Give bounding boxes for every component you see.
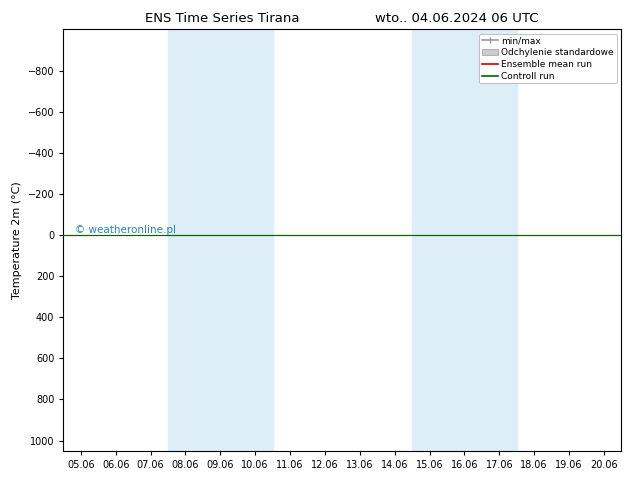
Text: wto.. 04.06.2024 06 UTC: wto.. 04.06.2024 06 UTC [375, 12, 538, 25]
Bar [168, 29, 273, 451]
Legend: min/max, Odchylenie standardowe, Ensemble mean run, Controll run: min/max, Odchylenie standardowe, Ensembl… [479, 34, 617, 83]
Text: © weatheronline.pl: © weatheronline.pl [75, 224, 176, 235]
Bar [412, 29, 517, 451]
Text: ENS Time Series Tirana: ENS Time Series Tirana [145, 12, 299, 25]
Y-axis label: Temperature 2m (°C): Temperature 2m (°C) [12, 181, 22, 299]
